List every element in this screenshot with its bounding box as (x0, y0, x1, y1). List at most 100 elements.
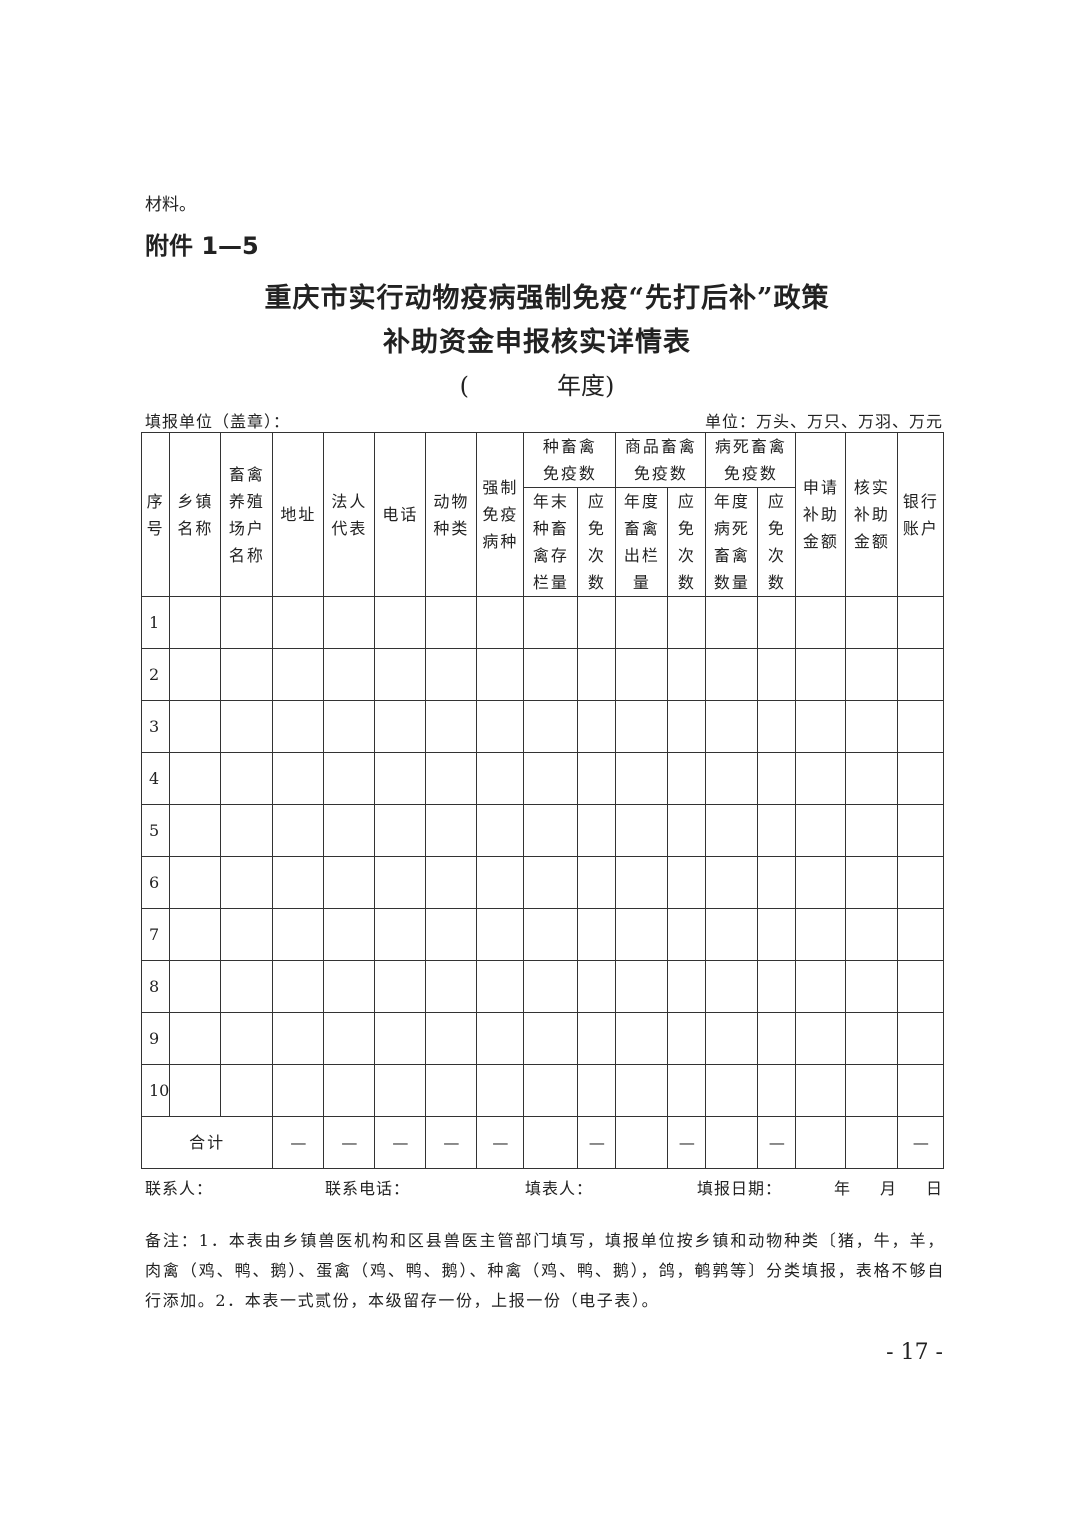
table-cell[interactable] (425, 908, 478, 961)
table-cell[interactable] (667, 908, 707, 961)
table-cell[interactable] (425, 1064, 478, 1117)
table-cell[interactable] (615, 648, 669, 701)
table-cell[interactable] (425, 700, 478, 753)
table-cell[interactable] (523, 804, 579, 857)
table-cell[interactable] (615, 908, 669, 961)
table-cell[interactable] (577, 908, 617, 961)
table-cell[interactable] (425, 596, 478, 649)
table-cell[interactable] (757, 908, 797, 961)
table-cell[interactable] (323, 648, 376, 701)
table-cell[interactable] (577, 856, 617, 909)
table-cell[interactable] (615, 804, 669, 857)
table-cell[interactable] (169, 648, 222, 701)
table-cell[interactable] (577, 752, 617, 805)
table-cell[interactable] (425, 856, 478, 909)
table-cell[interactable] (845, 700, 899, 753)
table-cell[interactable] (523, 856, 579, 909)
table-cell[interactable] (425, 804, 478, 857)
table-cell[interactable] (577, 804, 617, 857)
table-cell[interactable] (795, 908, 847, 961)
table-cell[interactable] (705, 960, 759, 1013)
table-cell[interactable] (476, 1064, 525, 1117)
table-cell[interactable] (220, 856, 274, 909)
table-cell[interactable] (374, 960, 427, 1013)
table-cell[interactable] (795, 596, 847, 649)
table-cell[interactable] (476, 596, 525, 649)
table-cell[interactable] (476, 700, 525, 753)
table-cell[interactable] (577, 700, 617, 753)
table-cell[interactable] (845, 856, 899, 909)
table-cell[interactable] (476, 908, 525, 961)
table-cell[interactable] (220, 700, 274, 753)
table-cell[interactable] (425, 648, 478, 701)
table-cell[interactable] (795, 960, 847, 1013)
table-cell[interactable] (615, 856, 669, 909)
table-cell[interactable] (169, 908, 222, 961)
table-cell[interactable] (795, 752, 847, 805)
table-cell[interactable] (220, 648, 274, 701)
table-cell[interactable] (323, 908, 376, 961)
table-cell[interactable] (897, 804, 945, 857)
table-cell[interactable] (757, 1012, 797, 1065)
table-cell[interactable] (667, 596, 707, 649)
table-cell[interactable] (667, 804, 707, 857)
table-cell[interactable] (667, 700, 707, 753)
table-cell[interactable] (323, 1012, 376, 1065)
table-cell[interactable] (897, 1064, 945, 1117)
table-cell[interactable] (272, 648, 325, 701)
table-cell[interactable] (705, 856, 759, 909)
table-cell[interactable] (795, 1064, 847, 1117)
table-cell[interactable] (425, 1012, 478, 1065)
table-cell[interactable] (795, 804, 847, 857)
table-cell[interactable] (220, 908, 274, 961)
table-cell[interactable] (667, 1064, 707, 1117)
table-cell[interactable] (795, 700, 847, 753)
table-cell[interactable] (845, 596, 899, 649)
table-cell[interactable] (220, 1012, 274, 1065)
table-cell[interactable] (845, 648, 899, 701)
table-cell[interactable] (272, 1012, 325, 1065)
table-cell[interactable] (220, 960, 274, 1013)
table-cell[interactable] (476, 960, 525, 1013)
table-cell[interactable] (667, 1012, 707, 1065)
table-cell[interactable] (897, 596, 945, 649)
table-cell[interactable] (272, 960, 325, 1013)
table-cell[interactable] (374, 700, 427, 753)
table-cell[interactable] (220, 1064, 274, 1117)
table-cell[interactable] (705, 596, 759, 649)
table-cell[interactable] (615, 960, 669, 1013)
table-cell[interactable] (169, 960, 222, 1013)
table-cell[interactable] (169, 700, 222, 753)
table-cell[interactable] (705, 908, 759, 961)
table-cell[interactable] (220, 752, 274, 805)
table-cell[interactable] (476, 1012, 525, 1065)
table-cell[interactable] (425, 960, 478, 1013)
table-cell[interactable] (845, 752, 899, 805)
table-cell[interactable] (705, 1064, 759, 1117)
table-cell[interactable] (897, 908, 945, 961)
table-cell[interactable] (757, 1064, 797, 1117)
table-cell[interactable] (523, 752, 579, 805)
table-cell[interactable] (757, 960, 797, 1013)
table-cell[interactable] (323, 700, 376, 753)
table-cell[interactable] (374, 804, 427, 857)
table-cell[interactable] (323, 596, 376, 649)
table-cell[interactable] (845, 1012, 899, 1065)
table-cell[interactable] (476, 752, 525, 805)
table-cell[interactable] (374, 648, 427, 701)
table-cell[interactable] (323, 804, 376, 857)
table-cell[interactable] (169, 1064, 222, 1117)
table-cell[interactable] (374, 1012, 427, 1065)
table-cell[interactable] (615, 1012, 669, 1065)
table-cell[interactable] (897, 752, 945, 805)
table-cell[interactable] (169, 752, 222, 805)
table-cell[interactable] (615, 596, 669, 649)
table-cell[interactable] (523, 1064, 579, 1117)
table-cell[interactable] (577, 596, 617, 649)
table-cell[interactable] (667, 648, 707, 701)
table-cell[interactable] (169, 596, 222, 649)
table-cell[interactable] (476, 804, 525, 857)
table-cell[interactable] (272, 752, 325, 805)
table-cell[interactable] (323, 752, 376, 805)
table-cell[interactable] (523, 908, 579, 961)
